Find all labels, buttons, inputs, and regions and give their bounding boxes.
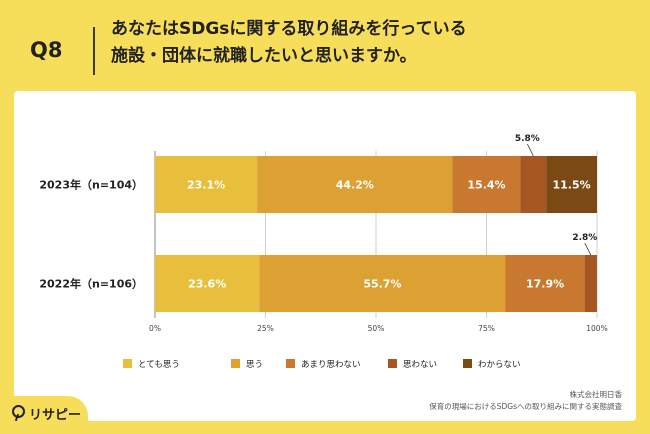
legend-swatch [123,359,132,368]
bar-segment [452,156,521,213]
question-line-1: あなたはSDGsに関する取り組みを行っている [111,19,467,39]
source-credit: 株式会社明日香 保育の現場におけるSDGsへの取り組みに関する実態調査 [429,389,622,413]
bar-segment [259,255,506,312]
legend-swatch [388,359,397,368]
chart-panel: 0% 25% 50% 75% 100% 2023年（n=104） 23.1% 44.2% 15.… [14,91,636,421]
legend-label: わからない [478,360,521,370]
x-tick-label: 0% [149,324,161,333]
data-label: 5.8% [515,134,540,144]
legend-label: 思う [246,360,263,370]
data-label: 23.1% [187,179,225,192]
data-label: 44.2% [336,179,374,192]
bar-segment [584,255,597,312]
legend-swatch [463,359,472,368]
data-label: 11.5% [552,179,590,192]
bar-segment [155,156,258,213]
bar-segment [155,255,260,312]
data-label: 2.8% [572,233,597,243]
question-text: あなたはSDGsに関する取り組みを行っている 施設・団体に就職したいと思いますか… [111,16,631,70]
brand-mark-icon [12,405,25,418]
question-line-2: 施設・団体に就職したいと思いますか。 [111,46,417,66]
data-label: 15.4% [467,179,505,192]
x-tick-label: 50% [368,324,385,333]
data-label-leader [526,143,534,157]
data-label-leader [584,242,592,256]
source-company: 株式会社明日香 [569,390,623,399]
legend-label: とても思う [138,360,180,370]
data-label: 17.9% [526,278,564,291]
stacked-bar-chart: 0% 25% 50% 75% 100% 2023年（n=104） 23.1% 44.2% 15.… [39,134,607,370]
question-divider [93,27,95,75]
legend-label: 思わない [403,360,437,370]
x-tick-label: 75% [478,324,495,333]
bar-segment [520,156,547,213]
brand-name: リサピー [29,408,82,423]
bar-segment [546,156,597,213]
legend-swatch [286,359,295,368]
data-label: 23.6% [188,278,226,291]
x-tick-label: 100% [586,324,607,333]
legend-swatch [231,359,240,368]
category-label: 2023年（n=104） [39,178,143,192]
brand-logo: リサピー [0,396,88,434]
data-label: 55.7% [363,278,401,291]
bar-segment [257,156,453,213]
question-badge: Q8 [30,38,63,62]
category-label: 2022年（n=106） [39,277,143,291]
legend-label: あまり思わない [301,360,361,370]
source-survey-title: 保育の現場におけるSDGsへの取り組みに関する実態調査 [429,402,622,411]
x-tick-label: 25% [257,324,274,333]
bar-segment [505,255,585,312]
